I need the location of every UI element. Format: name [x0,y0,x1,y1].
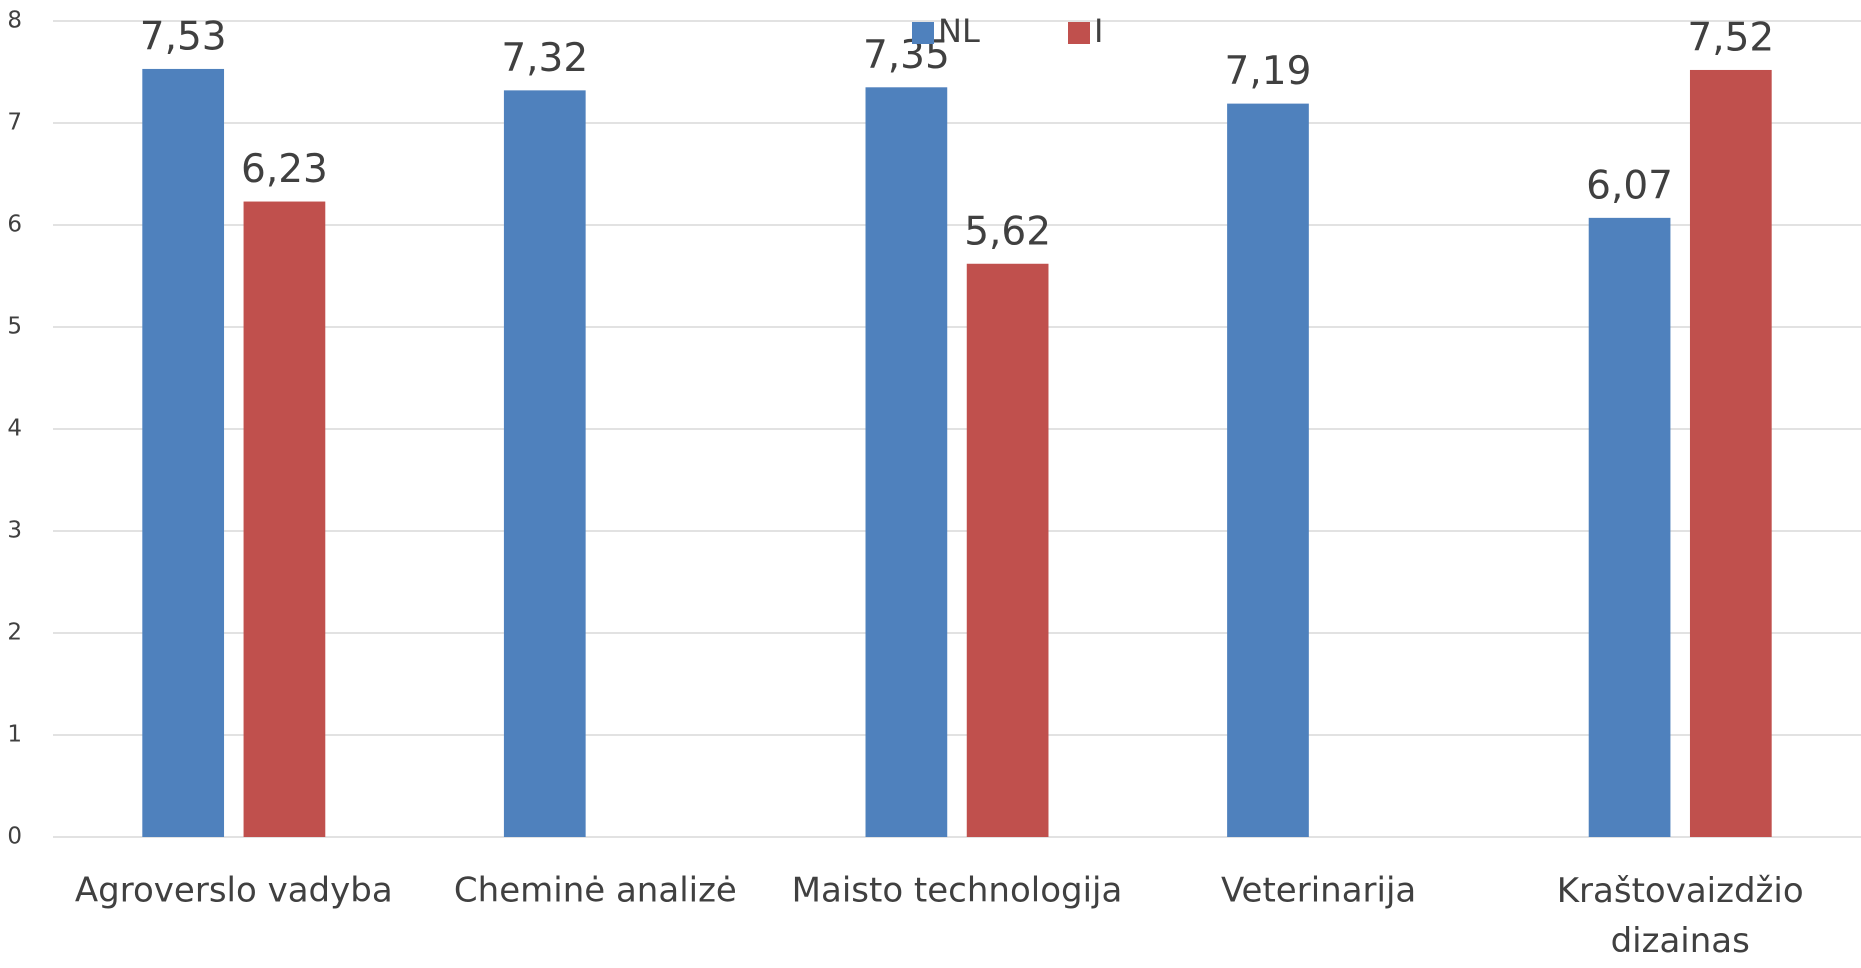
bar [966,263,1049,837]
y-tick-label: 4 [7,416,22,442]
value-label: 7,35 [863,33,950,78]
legend-swatch [912,22,934,44]
y-tick-label: 0 [7,824,22,850]
bar [243,201,326,838]
value-label: 6,07 [1586,163,1673,208]
value-label: 6,23 [241,147,328,192]
bar [503,90,586,838]
y-tick-label: 1 [7,722,22,748]
value-label: 7,19 [1225,49,1312,94]
x-tick-label: Veterinarija [1221,871,1416,911]
bar [1689,69,1772,837]
y-tick-label: 3 [7,518,22,544]
y-tick-label: 6 [7,212,22,238]
bar [1227,103,1309,838]
value-label: 7,53 [140,14,227,59]
bar [1588,217,1671,838]
y-tick-label: 7 [7,110,22,136]
x-tick-label: Cheminė analizė [454,871,737,911]
x-tick-label: Kraštovaizdžio dizainas [1557,871,1804,961]
value-label: 5,62 [964,209,1051,254]
legend-swatch [1068,22,1090,44]
x-tick-label: Agroverslo vadyba [75,871,393,911]
bar [865,87,948,838]
y-tick-label: 8 [7,8,22,34]
value-label: 7,32 [501,36,588,81]
y-tick-label: 5 [7,314,22,340]
bar [142,68,225,837]
legend-label: I [1094,12,1103,50]
value-label: 7,52 [1687,15,1774,60]
y-tick-label: 2 [7,620,22,646]
x-tick-label: Maisto technologija [792,871,1123,911]
legend-label: NL [938,12,980,50]
